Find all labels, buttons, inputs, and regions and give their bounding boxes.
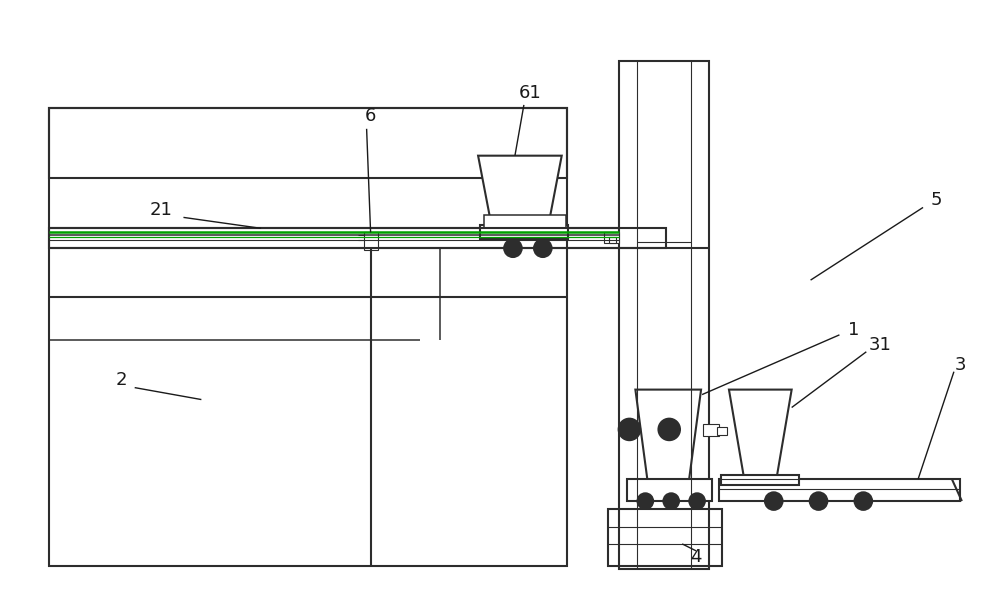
Polygon shape: [478, 155, 562, 228]
Text: 21: 21: [150, 202, 173, 219]
Text: 6: 6: [365, 107, 376, 125]
Polygon shape: [729, 390, 792, 477]
Bar: [484, 215, 566, 228]
Circle shape: [854, 492, 872, 510]
Circle shape: [765, 492, 783, 510]
Circle shape: [504, 239, 522, 257]
Bar: [608, 509, 722, 566]
Circle shape: [658, 418, 680, 440]
Text: 1: 1: [848, 321, 859, 339]
Bar: [609, 237, 616, 243]
Bar: [49, 108, 567, 178]
Circle shape: [637, 493, 653, 509]
Bar: [721, 475, 799, 485]
Circle shape: [689, 493, 705, 509]
Circle shape: [534, 239, 552, 257]
Text: 5: 5: [930, 191, 942, 209]
Bar: [627, 479, 712, 501]
Bar: [49, 108, 567, 566]
Text: 3: 3: [955, 356, 967, 374]
Text: 31: 31: [869, 336, 892, 354]
Bar: [49, 228, 666, 248]
Bar: [364, 232, 378, 250]
Circle shape: [618, 418, 640, 440]
Bar: [480, 225, 568, 239]
Circle shape: [663, 493, 679, 509]
Bar: [717, 427, 727, 435]
Bar: [719, 479, 960, 501]
Bar: [604, 232, 619, 243]
Text: 61: 61: [518, 84, 541, 102]
Text: 4: 4: [690, 548, 702, 566]
Text: 2: 2: [116, 371, 127, 388]
Circle shape: [810, 492, 827, 510]
Bar: [619, 61, 709, 569]
Polygon shape: [635, 390, 701, 479]
Bar: [703, 424, 719, 436]
